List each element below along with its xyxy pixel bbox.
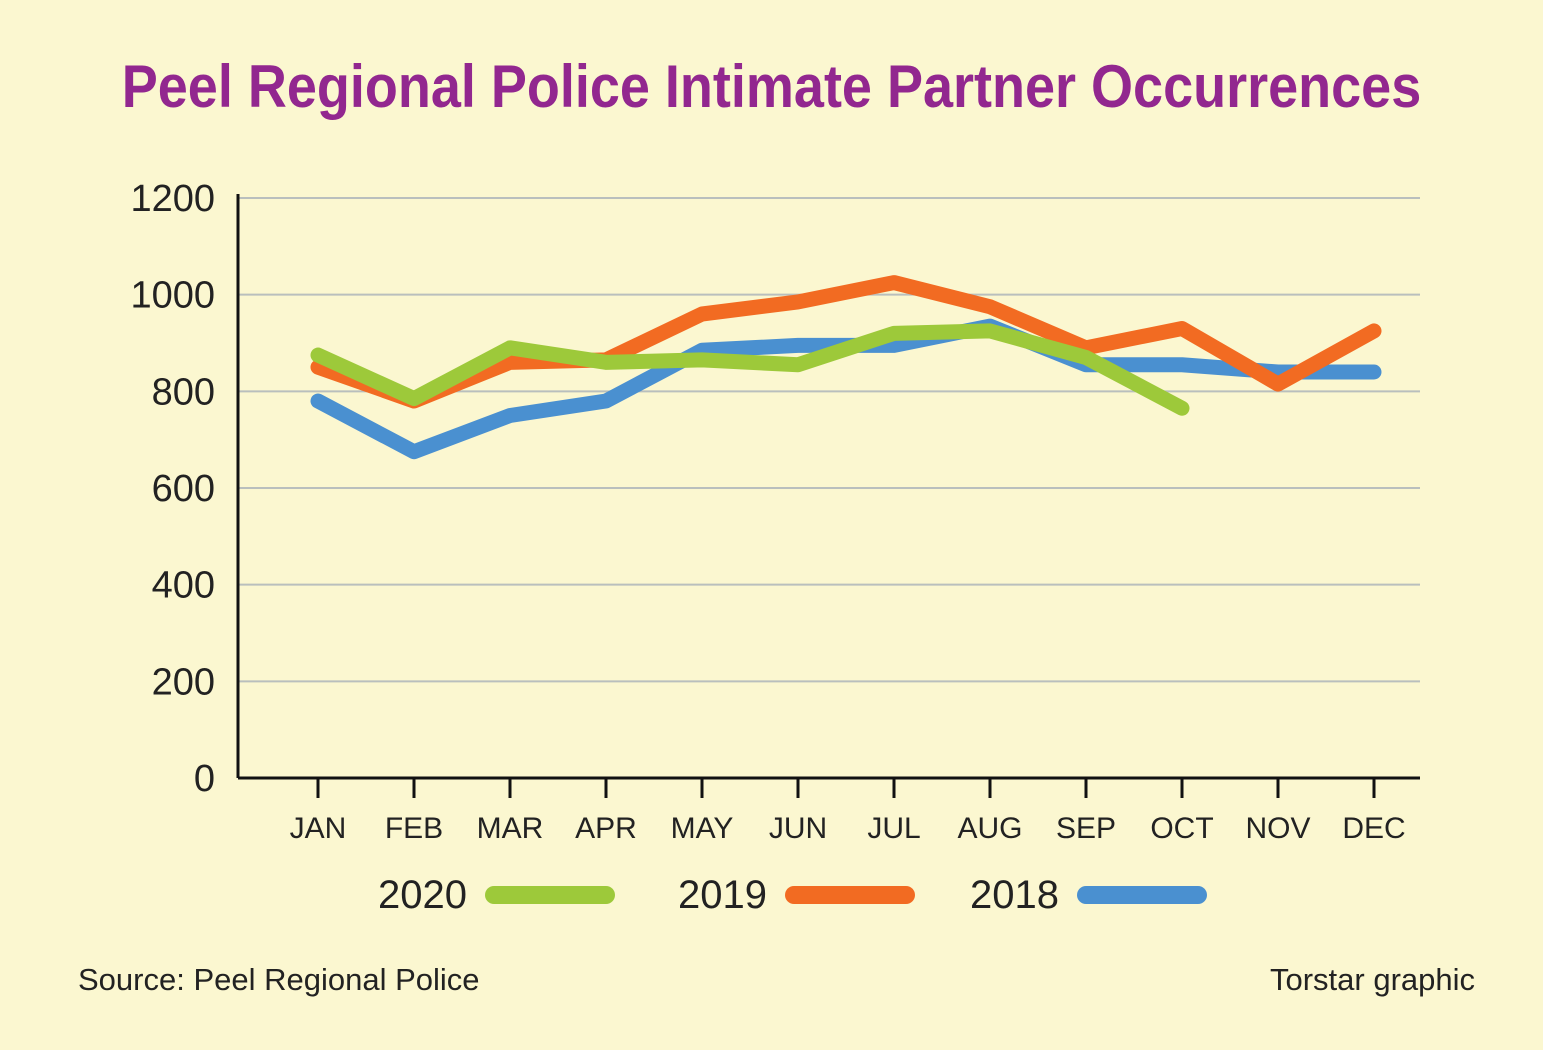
series-line-2020 [310,323,1190,416]
grid-lines [238,197,1420,683]
legend-label-2020: 2020 [378,873,467,917]
y-axis-ticks: 0 200 400 600 800 1000 1200 [130,178,215,800]
legend: 2020 2019 2018 [378,873,1207,917]
x-tick-label: OCT [1150,812,1213,845]
credit-note: Torstar graphic [1269,962,1475,997]
series-line-2019 [310,275,1382,409]
x-axis-ticks: JAN FEB MAR APR MAY JUN JUL AUG SEP OCT NOV DEC [290,778,1406,845]
y-tick-label: 1000 [130,275,215,317]
x-tick-label: APR [575,812,637,845]
x-tick-label: FEB [385,812,443,845]
series-lines [310,275,1382,460]
y-tick-label: 800 [152,371,215,413]
source-note: Source: Peel Regional Police [78,962,480,997]
axes [236,194,1420,780]
x-tick-label: DEC [1342,812,1405,845]
y-tick-label: 600 [152,468,215,510]
chart-title: Peel Regional Police Intimate Partner Oc… [121,53,1422,120]
legend-label-2019: 2019 [678,873,767,917]
x-tick-label: MAY [671,812,734,845]
y-tick-label: 200 [152,661,215,703]
x-tick-label: MAR [477,812,544,845]
y-tick-label: 400 [152,565,215,607]
x-tick-label: JUN [769,812,827,845]
y-tick-label: 0 [194,758,215,800]
y-tick-label: 1200 [130,178,215,220]
x-tick-label: AUG [957,812,1022,845]
legend-label-2018: 2018 [970,873,1059,917]
x-tick-label: SEP [1056,812,1116,845]
x-tick-label: NOV [1245,812,1310,845]
x-tick-label: JAN [290,812,347,845]
x-tick-label: JUL [867,812,920,845]
